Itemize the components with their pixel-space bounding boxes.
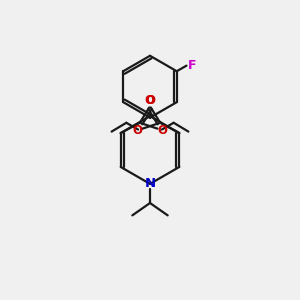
Text: O: O xyxy=(145,94,154,107)
Text: F: F xyxy=(188,59,197,72)
Text: O: O xyxy=(158,124,168,136)
Text: N: N xyxy=(144,177,156,190)
Text: O: O xyxy=(132,124,142,136)
Text: O: O xyxy=(146,94,155,107)
